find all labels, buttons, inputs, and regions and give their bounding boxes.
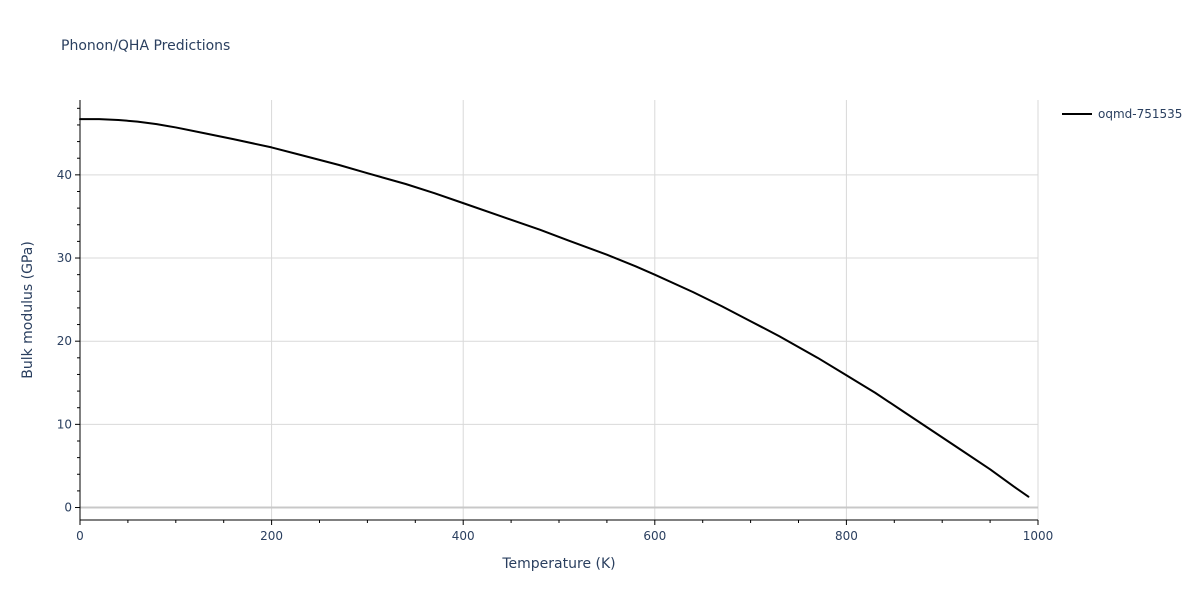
y-tick-label: 30 — [57, 251, 72, 265]
x-tick-label: 800 — [835, 529, 858, 543]
y-tick-label: 20 — [57, 334, 72, 348]
x-tick-label: 1000 — [1023, 529, 1054, 543]
series-line-oqmd-751535 — [79, 118, 1030, 498]
y-tick-label: 40 — [57, 168, 72, 182]
chart-title: Phonon/QHA Predictions — [61, 38, 230, 54]
y-tick-label: 10 — [57, 417, 72, 431]
tick-labels: 0 200 400 600 800 1000 0 10 20 30 40 — [57, 168, 1054, 543]
y-tick-label: 0 — [64, 501, 72, 515]
x-tick-label: 600 — [643, 529, 666, 543]
x-tick-label: 400 — [452, 529, 475, 543]
legend-label[interactable]: oqmd-751535 — [1098, 107, 1182, 121]
legend[interactable]: oqmd-751535 — [1062, 107, 1182, 121]
x-tick-label: 0 — [76, 529, 84, 543]
axes — [75, 100, 1039, 525]
y-axis-title: Bulk modulus (GPa) — [20, 241, 36, 379]
series-lines — [79, 118, 1030, 498]
x-tick-label: 200 — [260, 529, 283, 543]
grid-lines — [80, 100, 1039, 520]
x-axis-title: Temperature (K) — [501, 556, 615, 572]
